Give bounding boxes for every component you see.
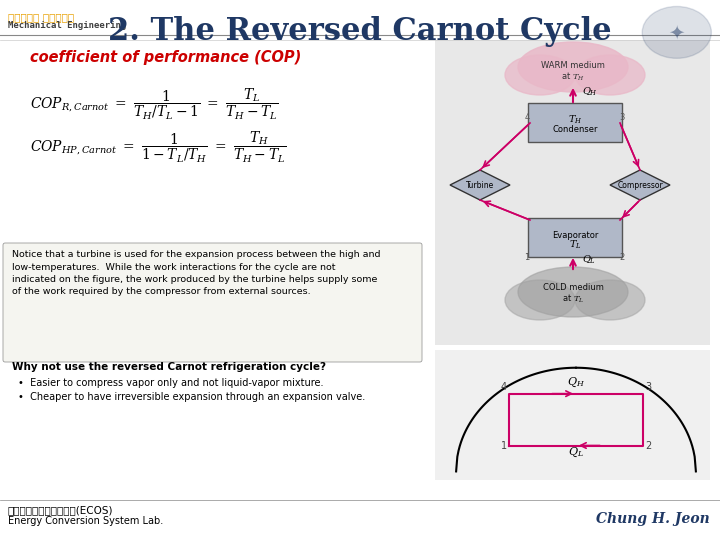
FancyBboxPatch shape bbox=[435, 40, 710, 345]
Ellipse shape bbox=[642, 6, 711, 58]
Text: $Q_L$: $Q_L$ bbox=[568, 446, 584, 458]
Text: $Q_H$: $Q_H$ bbox=[582, 86, 598, 98]
Text: COLD medium: COLD medium bbox=[543, 284, 603, 293]
Text: Evaporator: Evaporator bbox=[552, 231, 598, 240]
Text: 4: 4 bbox=[524, 113, 530, 123]
Text: Notice that a turbine is used for the expansion process between the high and
low: Notice that a turbine is used for the ex… bbox=[12, 250, 380, 296]
Text: $COP_{HP,Carnot}\ =\ \dfrac{1}{1 - T_L/T_H}\ =\ \dfrac{T_H}{T_H - T_L}$: $COP_{HP,Carnot}\ =\ \dfrac{1}{1 - T_L/T… bbox=[30, 130, 287, 165]
Text: Chung H. Jeon: Chung H. Jeon bbox=[596, 512, 710, 526]
Text: ✦: ✦ bbox=[669, 23, 685, 42]
Text: coefficient of performance (COP): coefficient of performance (COP) bbox=[30, 50, 301, 65]
Ellipse shape bbox=[505, 55, 575, 95]
Text: Why not use the reversed Carnot refrigeration cycle?: Why not use the reversed Carnot refriger… bbox=[12, 362, 326, 372]
Ellipse shape bbox=[518, 267, 628, 317]
Text: 에너지변환시스텐연구실(ECOS): 에너지변환시스텐연구실(ECOS) bbox=[8, 505, 114, 515]
Text: at $T_L$: at $T_L$ bbox=[562, 293, 584, 305]
Text: Energy Conversion System Lab.: Energy Conversion System Lab. bbox=[8, 516, 163, 526]
Text: Condenser: Condenser bbox=[552, 125, 598, 134]
Text: 부산대학교 기계공학부: 부산대학교 기계공학부 bbox=[8, 12, 74, 22]
Text: $COP_{R,Carnot}\ =\ \dfrac{1}{T_H/T_L - 1}\ =\ \dfrac{T_L}{T_H - T_L}$: $COP_{R,Carnot}\ =\ \dfrac{1}{T_H/T_L - … bbox=[30, 87, 279, 122]
Polygon shape bbox=[450, 170, 510, 200]
Text: at $T_H$: at $T_H$ bbox=[561, 71, 585, 83]
Text: 4: 4 bbox=[501, 382, 507, 392]
Text: 3: 3 bbox=[645, 382, 651, 392]
Text: 2: 2 bbox=[645, 441, 651, 451]
Text: 2. The Reversed Carnot Cycle: 2. The Reversed Carnot Cycle bbox=[108, 16, 612, 47]
Text: 1: 1 bbox=[501, 441, 507, 451]
Polygon shape bbox=[610, 170, 670, 200]
Ellipse shape bbox=[505, 280, 575, 320]
Text: Mechanical Engineering: Mechanical Engineering bbox=[8, 21, 126, 30]
Text: $Q_H$: $Q_H$ bbox=[567, 375, 585, 389]
Text: WARM medium: WARM medium bbox=[541, 60, 605, 70]
FancyBboxPatch shape bbox=[528, 103, 622, 142]
Text: $T_L$: $T_L$ bbox=[569, 239, 581, 251]
Text: •  Cheaper to have irreversible expansion through an expansion valve.: • Cheaper to have irreversible expansion… bbox=[18, 392, 365, 402]
Text: •  Easier to compress vapor only and not liquid-vapor mixture.: • Easier to compress vapor only and not … bbox=[18, 378, 323, 388]
Text: $T_H$: $T_H$ bbox=[568, 114, 582, 126]
FancyBboxPatch shape bbox=[528, 218, 622, 257]
FancyBboxPatch shape bbox=[3, 243, 422, 362]
Text: 2: 2 bbox=[619, 253, 625, 261]
FancyBboxPatch shape bbox=[435, 350, 710, 480]
Text: Turbine: Turbine bbox=[466, 180, 494, 190]
Text: 3: 3 bbox=[619, 113, 625, 123]
Ellipse shape bbox=[575, 280, 645, 320]
Ellipse shape bbox=[575, 55, 645, 95]
Text: Compressor: Compressor bbox=[617, 180, 663, 190]
Text: $Q_L$: $Q_L$ bbox=[582, 254, 596, 267]
Text: 1: 1 bbox=[524, 253, 530, 261]
Ellipse shape bbox=[518, 42, 628, 92]
